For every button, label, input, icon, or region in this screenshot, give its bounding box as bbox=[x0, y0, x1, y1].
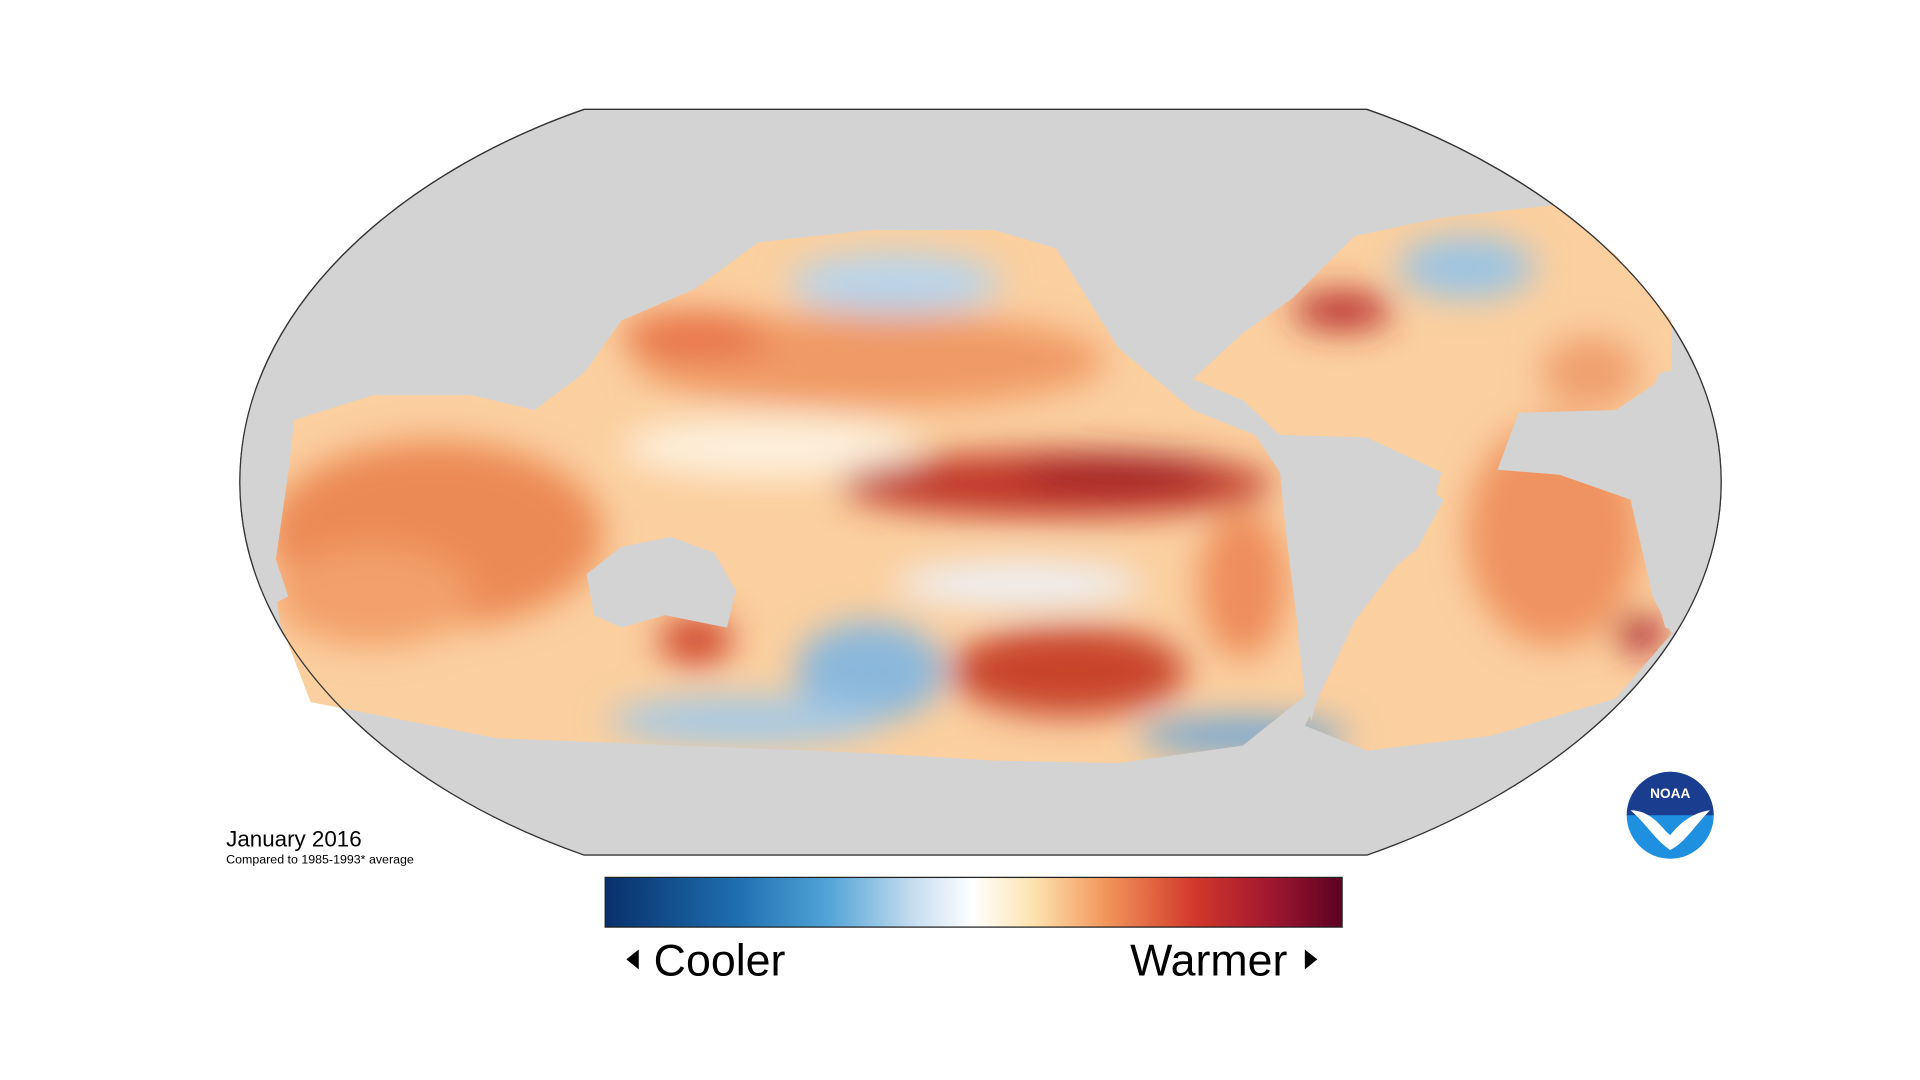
anomaly-patch bbox=[1292, 292, 1392, 330]
warmer-label: Warmer bbox=[1130, 937, 1287, 986]
cooler-label: Cooler bbox=[654, 937, 786, 986]
map-subtitle: Compared to 1985-1993* average bbox=[226, 853, 414, 867]
anomaly-patch bbox=[894, 561, 1144, 607]
logo-top bbox=[1626, 771, 1714, 816]
anomaly-patch bbox=[621, 310, 771, 361]
anomaly-patch bbox=[273, 546, 473, 647]
anomaly-patch bbox=[1199, 509, 1287, 659]
logo-text: NOAA bbox=[1650, 786, 1690, 801]
anomaly-patch bbox=[621, 416, 920, 479]
anomaly-patch bbox=[658, 615, 734, 665]
anomaly-patch bbox=[1615, 616, 1666, 652]
warmer-arrow bbox=[1304, 949, 1318, 970]
anomaly-patch bbox=[1540, 335, 1641, 411]
logo-bird bbox=[1630, 810, 1710, 851]
anomaly-patch bbox=[1398, 236, 1535, 299]
color-bar bbox=[604, 876, 1343, 928]
africa-west bbox=[239, 372, 299, 622]
anomaly-patches bbox=[267, 236, 1666, 755]
map-title: January 2016 bbox=[226, 826, 361, 851]
noaa-logo: NOAA bbox=[1626, 771, 1714, 859]
anomaly-patch bbox=[608, 695, 883, 746]
anomaly-patch bbox=[795, 621, 945, 721]
anomaly-patch bbox=[950, 626, 1187, 716]
globe-border bbox=[239, 108, 1722, 856]
south-america bbox=[1280, 447, 1445, 721]
antarctica bbox=[239, 720, 1722, 856]
australia bbox=[586, 536, 736, 628]
anomaly-patch bbox=[789, 252, 1001, 315]
cooler-arrow bbox=[626, 949, 639, 970]
land bbox=[239, 360, 1722, 856]
anomaly-patch bbox=[1019, 454, 1218, 490]
